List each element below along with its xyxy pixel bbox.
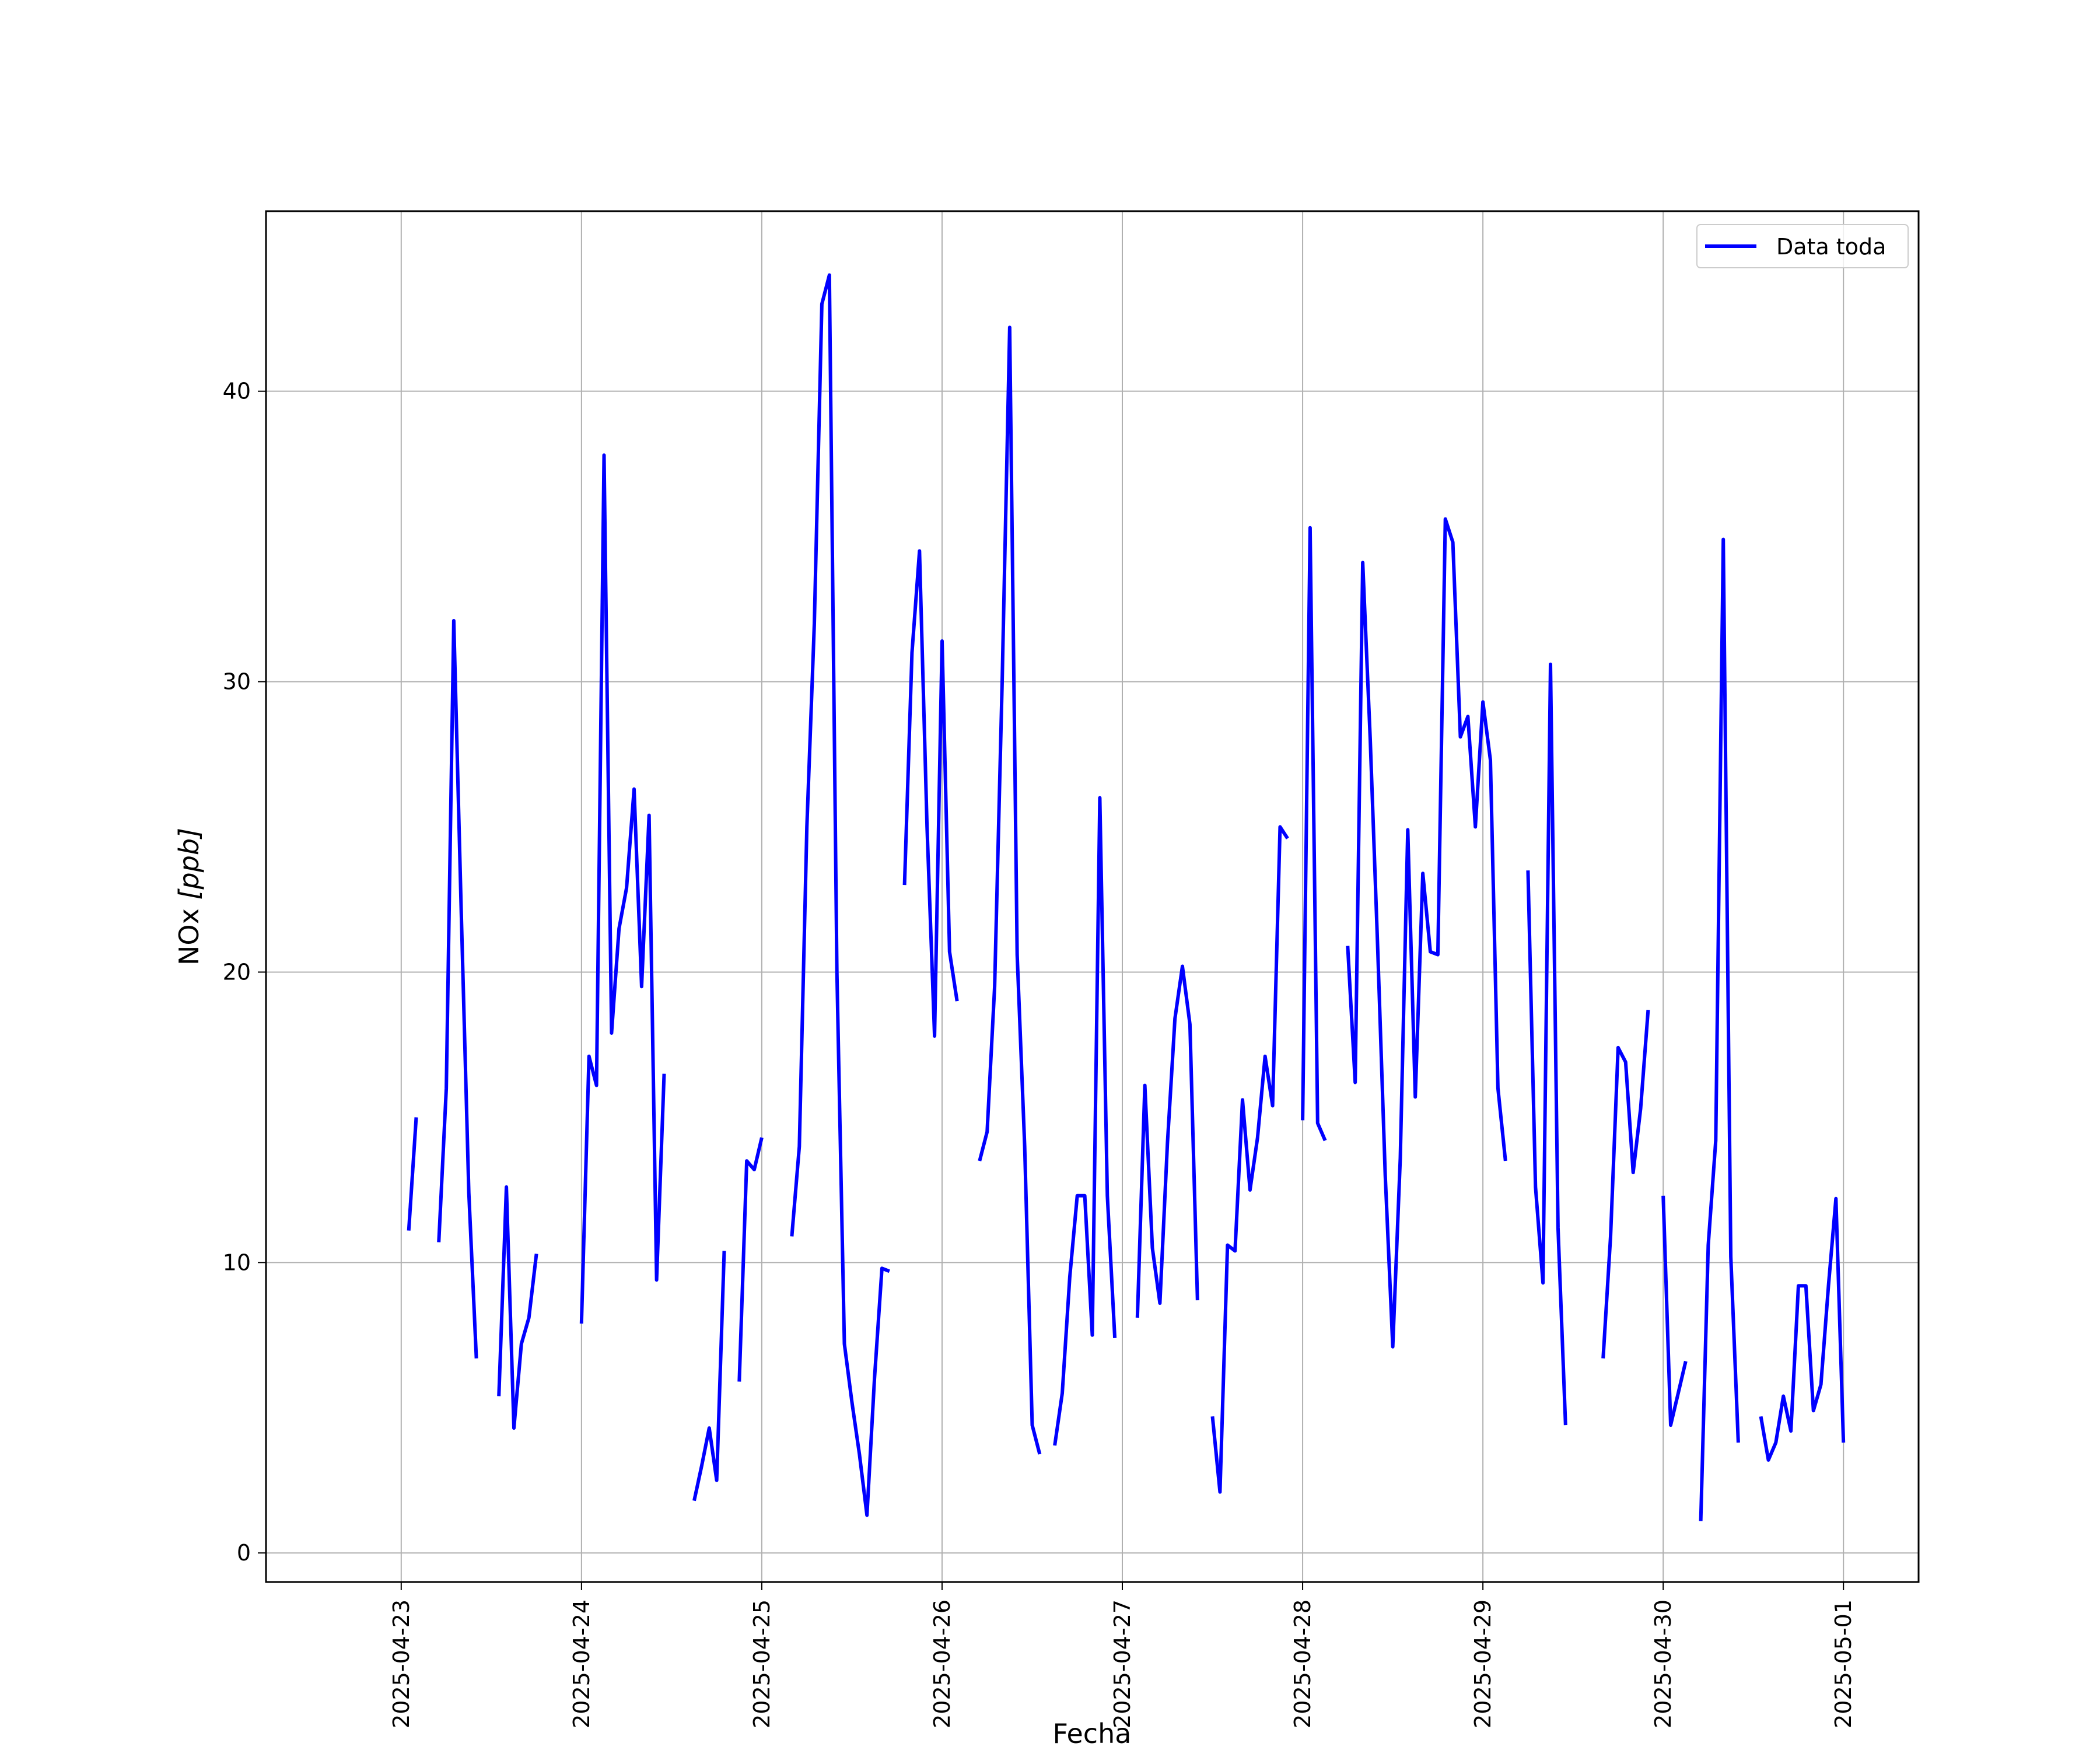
series-line-segment xyxy=(407,1117,418,1231)
series-line-segment xyxy=(1346,517,1507,1349)
plot-frame xyxy=(265,210,1920,1583)
x-tick-label: 2025-04-23 xyxy=(388,1600,414,1728)
y-tick-label: 20 xyxy=(223,959,251,985)
y-axis-label-unit: [ppb] xyxy=(173,828,205,900)
series-line-segment xyxy=(1526,662,1567,1426)
legend: Data toda xyxy=(1696,224,1909,268)
series-line-segment xyxy=(1053,796,1117,1446)
series-line-segment xyxy=(497,1185,538,1430)
series-line-segment xyxy=(1601,1009,1650,1359)
series-line-segment xyxy=(737,1137,764,1382)
series-line-segment xyxy=(692,1251,726,1502)
x-axis-ticks: 2025-04-23 2025-04-24 2025-04-25 2025-04-26… xyxy=(388,1582,1856,1728)
y-tick-label: 0 xyxy=(237,1540,251,1566)
x-tick-label: 2025-04-27 xyxy=(1110,1600,1135,1728)
series-line-segment xyxy=(790,273,890,1517)
x-tick-label: 2025-04-24 xyxy=(569,1600,594,1728)
legend-label-data-toda: Data toda xyxy=(1776,234,1886,260)
x-axis-label: Fecha xyxy=(1053,1718,1132,1749)
series-line-segment xyxy=(579,453,666,1324)
series-line-segment xyxy=(1661,1195,1688,1427)
series-line-segment xyxy=(902,549,959,1038)
x-tick-label: 2025-04-28 xyxy=(1290,1600,1315,1728)
series-line-segment xyxy=(1135,964,1199,1318)
y-axis-label: NOx [ppb] xyxy=(173,828,205,965)
x-tick-label: 2025-05-01 xyxy=(1831,1600,1856,1728)
data-line-layer xyxy=(407,273,1846,1521)
series-line-segment xyxy=(1759,1196,1846,1462)
y-tick-label: 10 xyxy=(223,1250,251,1275)
x-tick-label: 2025-04-30 xyxy=(1650,1600,1676,1728)
series-line-segment xyxy=(978,326,1042,1455)
series-line-segment xyxy=(1699,537,1740,1521)
y-axis-label-main: NOx xyxy=(173,900,205,965)
series-line-segment xyxy=(1210,825,1289,1494)
x-tick-label: 2025-04-29 xyxy=(1470,1600,1496,1728)
series-line-segment xyxy=(1301,526,1327,1142)
y-axis-ticks: 0 10 20 30 40 xyxy=(223,379,266,1566)
y-tick-label: 30 xyxy=(223,669,251,695)
series-line-segment xyxy=(437,619,478,1359)
x-tick-label: 2025-04-26 xyxy=(929,1600,955,1728)
legend-box xyxy=(1696,224,1909,268)
y-tick-label: 40 xyxy=(223,379,251,404)
x-tick-label: 2025-04-25 xyxy=(749,1600,775,1728)
